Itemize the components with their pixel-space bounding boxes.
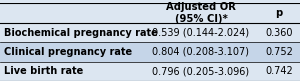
Text: 0.804 (0.208-3.107): 0.804 (0.208-3.107): [152, 47, 250, 57]
FancyBboxPatch shape: [0, 42, 300, 62]
Text: 0.752: 0.752: [265, 47, 293, 57]
Text: p: p: [275, 8, 283, 18]
Text: 0.360: 0.360: [265, 28, 293, 38]
FancyBboxPatch shape: [0, 23, 300, 42]
FancyBboxPatch shape: [0, 3, 300, 23]
Text: Adjusted OR
(95% CI)*: Adjusted OR (95% CI)*: [166, 2, 236, 24]
Text: Live birth rate: Live birth rate: [4, 66, 84, 76]
Text: 0.539 (0.144-2.024): 0.539 (0.144-2.024): [152, 28, 250, 38]
FancyBboxPatch shape: [0, 62, 300, 81]
Text: Biochemical pregnancy rate: Biochemical pregnancy rate: [4, 28, 158, 38]
Text: 0.742: 0.742: [265, 66, 293, 76]
Text: Clinical pregnancy rate: Clinical pregnancy rate: [4, 47, 133, 57]
Text: 0.796 (0.205-3.096): 0.796 (0.205-3.096): [152, 66, 250, 76]
